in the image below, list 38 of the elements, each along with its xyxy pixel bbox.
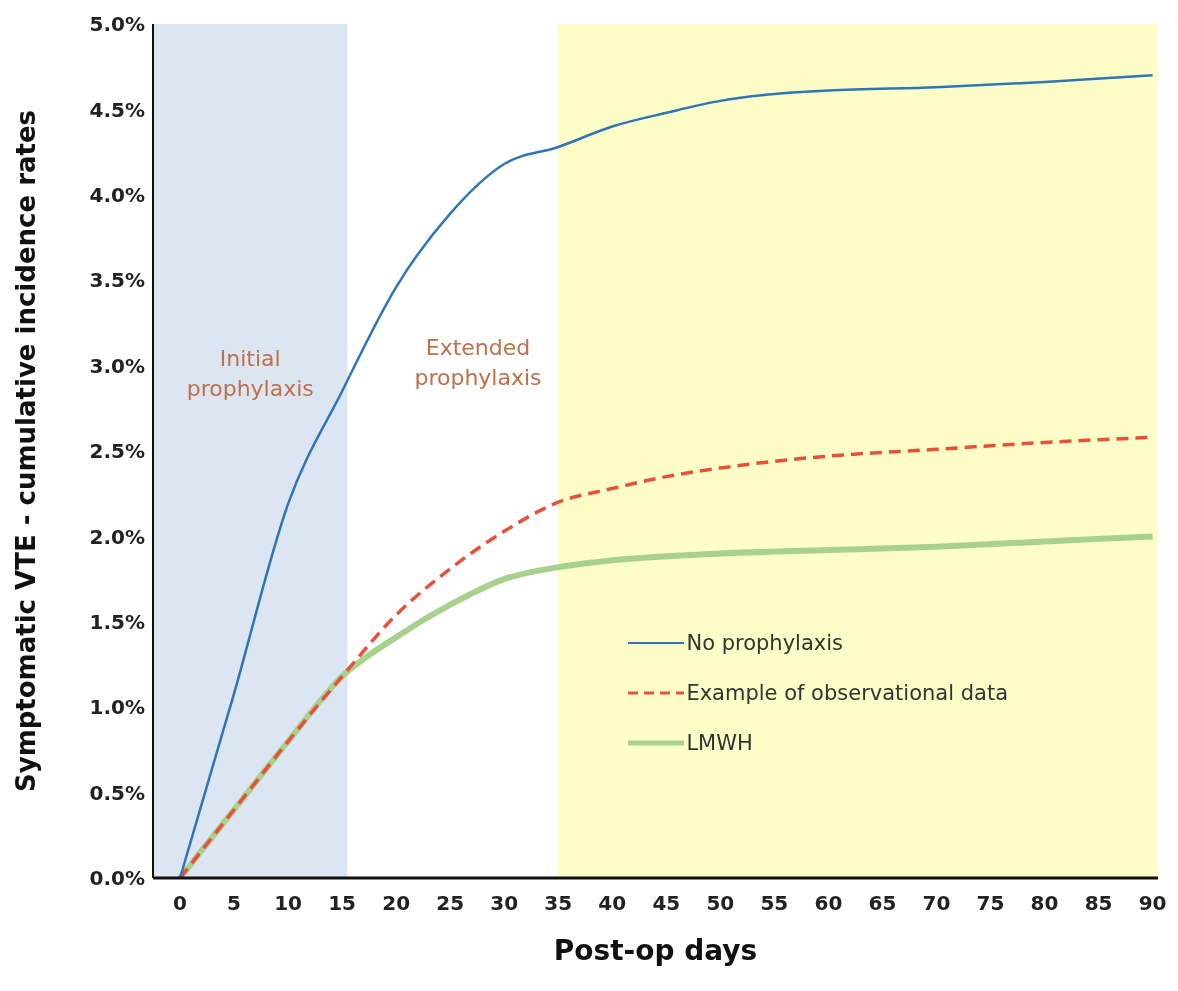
x-tick-label: 30 <box>490 891 519 916</box>
x-tick-label: 5 <box>227 891 242 916</box>
y-tick-label: 3.0% <box>89 353 145 378</box>
line-series <box>178 73 1154 878</box>
y-tick-label: 2.0% <box>89 524 145 549</box>
band-label: Initial prophylaxis <box>186 345 314 401</box>
y-tick-label: 3.5% <box>89 268 145 293</box>
x-tick-label: 80 <box>1030 891 1059 916</box>
y-tick-label: 1.0% <box>89 695 145 720</box>
annotation: Extended prophylaxis <box>413 334 543 392</box>
x-tick-label: 70 <box>922 891 951 916</box>
legend-label: No prophylaxis <box>686 631 843 655</box>
x-tick-label: 65 <box>868 891 897 916</box>
x-tick-label: 60 <box>814 891 843 916</box>
x-axis-title: Post-op days <box>553 934 758 967</box>
x-tick-label: 90 <box>1138 891 1167 916</box>
y-tick-label: 4.5% <box>89 97 145 122</box>
y-tick-label: 0.5% <box>89 780 145 805</box>
y-tick-label: 0.0% <box>89 866 145 891</box>
y-tick-label: 2.5% <box>89 439 145 464</box>
legend-label: LMWH <box>686 731 753 755</box>
x-tick-label: 35 <box>544 891 573 916</box>
x-tick-label: 15 <box>328 891 357 916</box>
x-tick-label: 50 <box>706 891 735 916</box>
x-tick-label: 40 <box>598 891 627 916</box>
y-tick-label: 5.0% <box>89 12 145 37</box>
x-tick-label: 0 <box>173 891 187 916</box>
x-tick-label: 85 <box>1084 891 1113 916</box>
y-tick-label: 1.5% <box>89 609 145 634</box>
x-tick-label: 55 <box>760 891 789 916</box>
x-tick-label: 75 <box>976 891 1005 916</box>
x-tick-label: 25 <box>436 891 465 916</box>
x-tick-label: 10 <box>274 891 302 916</box>
y-axis-title: Symptomatic VTE - cumulative incidence rates <box>11 109 42 793</box>
x-tick-label: 45 <box>652 891 681 916</box>
y-tick-label: 4.0% <box>89 182 145 207</box>
x-tick-label: 20 <box>382 891 411 916</box>
legend-label: Example of observational data <box>686 681 1008 705</box>
